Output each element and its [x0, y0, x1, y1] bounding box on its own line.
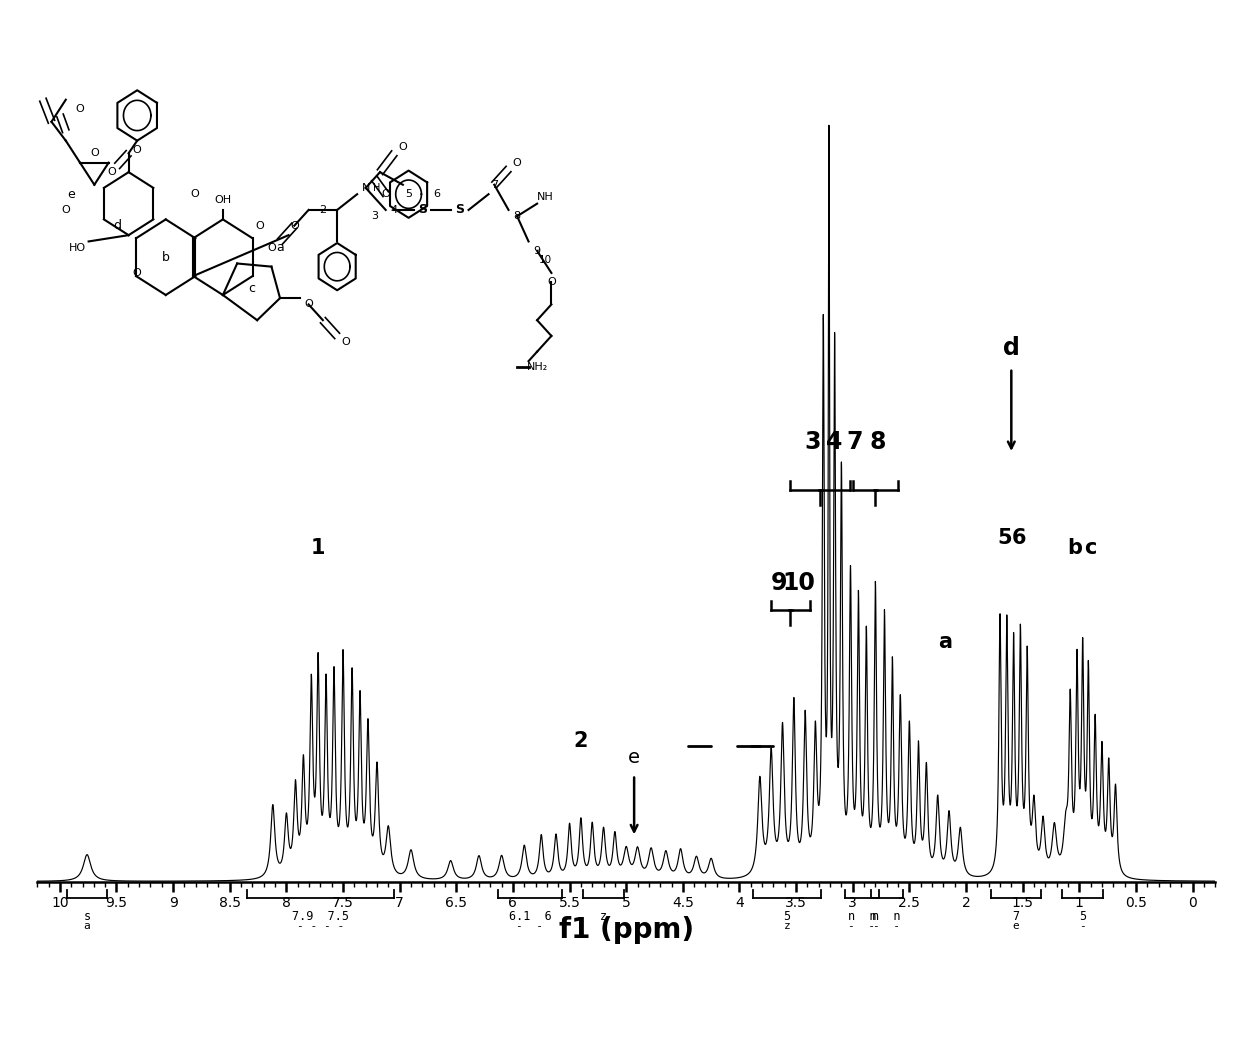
- Text: 5: 5: [784, 911, 791, 923]
- Text: 5: 5: [1079, 911, 1086, 923]
- Text: a: a: [939, 633, 952, 652]
- Text: z: z: [784, 921, 790, 930]
- Text: n  n: n n: [873, 911, 901, 923]
- Text: 4: 4: [826, 430, 843, 454]
- Text: 3: 3: [805, 430, 821, 454]
- Text: c: c: [1085, 538, 1097, 558]
- Text: d: d: [1003, 336, 1019, 360]
- Text: 1: 1: [311, 538, 325, 558]
- Text: -  -: - -: [873, 921, 900, 930]
- Text: s: s: [83, 911, 91, 923]
- Text: 5: 5: [997, 528, 1012, 548]
- Text: b: b: [1068, 538, 1083, 558]
- X-axis label: f1 (ppm): f1 (ppm): [559, 916, 693, 944]
- Text: e: e: [1013, 921, 1019, 930]
- Text: n  n: n n: [848, 911, 875, 923]
- Text: 10: 10: [782, 571, 815, 595]
- Text: 8: 8: [869, 430, 885, 454]
- Text: 6: 6: [1012, 528, 1027, 548]
- Text: 7.9  7.5: 7.9 7.5: [291, 911, 348, 923]
- Text: -  -: - -: [516, 921, 543, 930]
- Text: 9: 9: [771, 571, 787, 595]
- Text: 7: 7: [1012, 911, 1019, 923]
- Text: 6.1  6: 6.1 6: [508, 911, 552, 923]
- Text: -: -: [600, 921, 606, 930]
- Text: -: -: [1079, 921, 1086, 930]
- Text: z: z: [600, 911, 608, 923]
- Text: e: e: [629, 748, 640, 767]
- Text: 7: 7: [847, 430, 863, 454]
- Text: 2: 2: [574, 731, 588, 751]
- Text: - - - -: - - - -: [296, 921, 343, 930]
- Text: a: a: [83, 921, 91, 930]
- Text: -  -: - -: [848, 921, 875, 930]
